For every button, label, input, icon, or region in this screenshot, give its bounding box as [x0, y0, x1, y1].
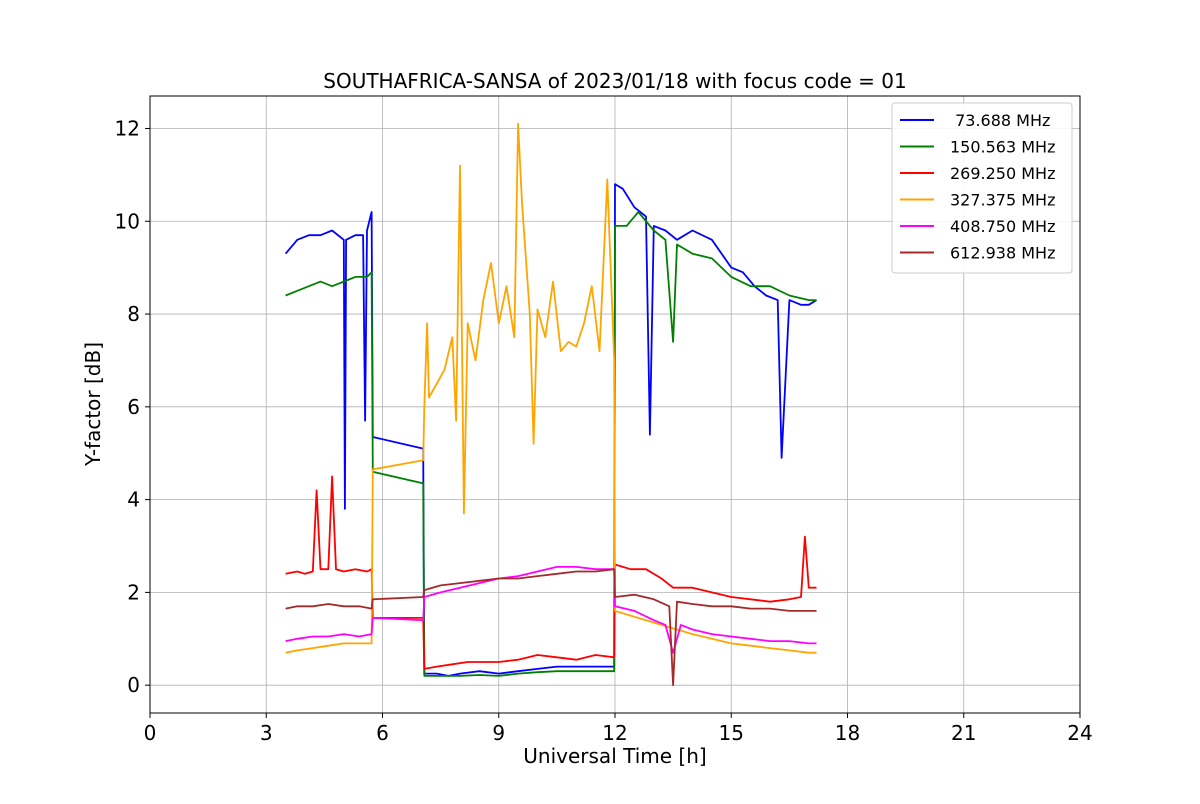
y-tick-label: 8	[127, 302, 140, 326]
series-line	[284, 183, 817, 677]
y-tick-label: 10	[115, 209, 140, 233]
legend-label: 73.688 MHz	[950, 111, 1050, 130]
x-tick-label: 15	[719, 721, 744, 745]
legend-label: 269.250 MHz	[950, 164, 1055, 183]
y-tick-label: 0	[127, 673, 140, 697]
x-tick-label: 21	[951, 721, 976, 745]
y-tick-label: 4	[127, 488, 140, 512]
chart-title: SOUTHAFRICA-SANSA of 2023/01/18 with foc…	[323, 69, 907, 93]
x-axis-label: Universal Time [h]	[523, 744, 706, 768]
x-tick-label: 24	[1067, 721, 1092, 745]
y-tick-label: 6	[127, 395, 140, 419]
legend-label: 408.750 MHz	[950, 217, 1055, 236]
series-line	[285, 211, 817, 677]
legend-box	[891, 102, 1073, 274]
y-axis-label: Y-factor [dB]	[81, 342, 105, 467]
series-line	[285, 566, 817, 654]
series-line	[285, 568, 817, 687]
x-tick-label: 3	[260, 721, 273, 745]
legend: 73.688 MHz 150.563 MHz 269.250 MHz 327.375 …	[891, 102, 1073, 274]
legend-label: 150.563 MHz	[950, 138, 1055, 157]
x-tick-label: 12	[602, 721, 627, 745]
y-axis-ticks: 0 2 4 6 8 10 12	[115, 116, 150, 697]
y-tick-label: 12	[115, 116, 140, 140]
x-tick-label: 9	[492, 721, 505, 745]
legend-label: 327.375 MHz	[950, 191, 1055, 210]
series-line	[285, 475, 817, 670]
x-tick-label: 6	[376, 721, 389, 745]
series-lines	[284, 122, 817, 687]
x-axis-ticks: 0 3 6 9 12 15 18 21 24	[144, 713, 1093, 745]
y-tick-label: 2	[127, 580, 140, 604]
x-tick-label: 0	[144, 721, 157, 745]
x-tick-label: 18	[835, 721, 860, 745]
legend-label: 612.938 MHz	[950, 244, 1055, 263]
